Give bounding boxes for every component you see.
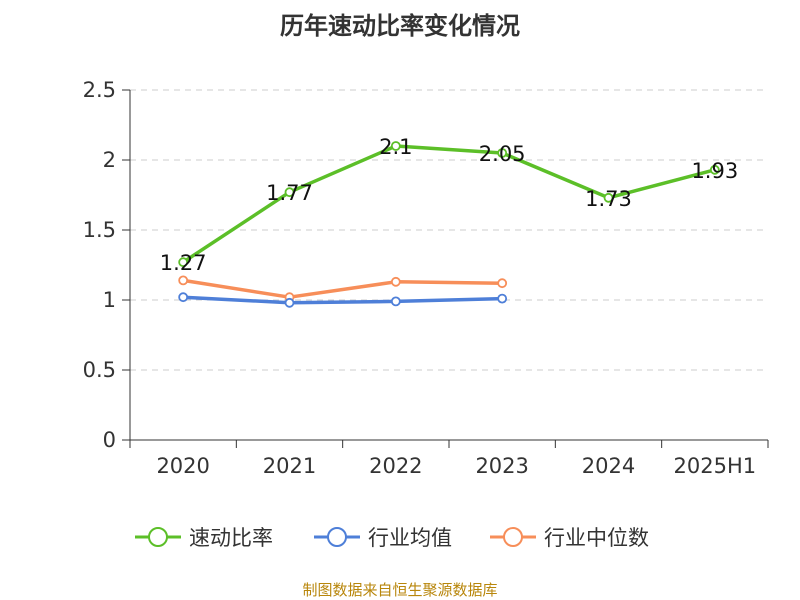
legend-swatch-icon: [314, 527, 360, 547]
data-point: [603, 192, 614, 203]
legend-label: 行业均值: [368, 526, 452, 550]
data-label: 1.77: [266, 181, 313, 205]
y-tick-label: 0: [103, 428, 116, 452]
data-label: 1.27: [160, 251, 207, 275]
legend-swatch-icon: [490, 527, 536, 547]
x-tick-label: 2021: [263, 454, 316, 478]
legend: 速动比率 行业均值 行业中位数: [0, 522, 800, 552]
data-point: [497, 278, 508, 289]
legend-item[interactable]: 行业中位数: [488, 522, 649, 552]
data-labels: 1.27 1.77 2.1 2.05 1.73 1.93: [160, 135, 738, 275]
data-point: [497, 148, 508, 158]
y-tick-label: 0.5: [83, 358, 116, 382]
data-point: [497, 293, 508, 304]
series-line: [183, 295, 503, 305]
y-tick-label: 1.5: [83, 218, 116, 242]
series-lines: [178, 141, 720, 308]
x-tick-label: 2020: [156, 454, 209, 478]
legend-item[interactable]: 行业均值: [312, 522, 452, 552]
y-tick-label: 2: [103, 148, 116, 172]
data-label: 2.1: [379, 135, 412, 159]
y-tick-label: 1: [103, 288, 116, 312]
x-tick-label: 2025H1: [674, 454, 757, 478]
data-point: [284, 297, 295, 308]
grid-lines: [130, 89, 768, 371]
legend-item[interactable]: 速动比率: [133, 522, 273, 552]
data-point: [178, 292, 189, 303]
y-tick-label: 2.5: [83, 78, 116, 102]
data-point: [390, 296, 401, 307]
data-point: [709, 164, 720, 175]
data-label: 2.05: [479, 142, 526, 166]
series-line: [182, 144, 716, 264]
series-line: [182, 278, 503, 299]
data-point: [284, 187, 295, 198]
data-point: [178, 275, 189, 286]
data-label: 1.93: [691, 159, 738, 183]
data-label: 1.73: [585, 187, 632, 211]
legend-swatch-icon: [135, 527, 181, 547]
x-tick-label: 2023: [475, 454, 528, 478]
source-note: 制图数据来自恒生聚源数据库: [302, 581, 498, 599]
x-tick-label: 2022: [369, 454, 422, 478]
data-point: [390, 141, 401, 151]
legend-label: 速动比率: [189, 526, 273, 550]
x-tick-label: 2024: [582, 454, 635, 478]
legend-label: 行业中位数: [544, 526, 649, 550]
axes: 0 0.5 1 1.5 2 2.5 2020 2021 2022 2023 2024 2025H1: [83, 78, 769, 478]
chart-title: 历年速动比率变化情况: [280, 12, 520, 40]
data-point: [178, 257, 189, 268]
data-point: [390, 276, 401, 287]
